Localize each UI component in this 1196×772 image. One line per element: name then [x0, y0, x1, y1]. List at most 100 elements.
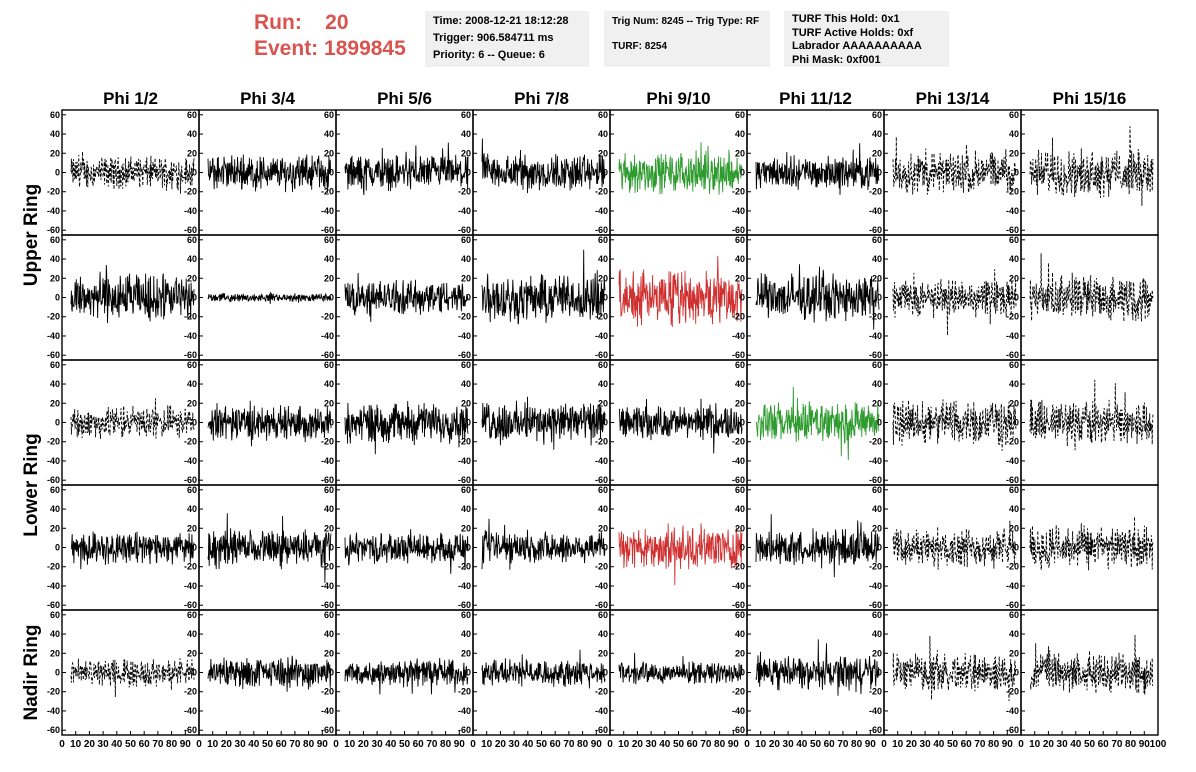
y-tick-label: 0	[55, 293, 60, 303]
x-tick-label: 80	[851, 739, 863, 750]
waveform-panel: -60 -40 -20 0 20 40 60	[184, 109, 337, 236]
waveform-trace	[892, 399, 1017, 451]
waveform-panel: -60 -40 -20 0 20 40 60	[732, 609, 885, 736]
y-tick-label: 0	[329, 418, 334, 428]
y-tick-label: 20	[598, 398, 608, 408]
x-tick-label: 50	[125, 739, 137, 750]
y-tick-label: 0	[877, 668, 882, 678]
y-tick-label: 0	[740, 543, 745, 553]
waveform-trace	[207, 513, 332, 583]
x-tick-label: 30	[98, 739, 110, 750]
y-tick-label: -40	[869, 706, 882, 716]
waveform-trace	[755, 264, 880, 330]
y-tick-label: 20	[461, 523, 471, 533]
y-tick-label: -20	[458, 687, 471, 697]
y-tick-label: -20	[458, 187, 471, 197]
y-tick-label: -40	[732, 706, 745, 716]
y-tick-label: -60	[869, 225, 882, 235]
y-tick-label: -60	[458, 600, 471, 610]
waveform-trace	[755, 386, 880, 461]
x-tick-label: 90	[1002, 739, 1014, 750]
y-tick-label: 40	[1009, 129, 1019, 139]
x-tick-label: 0	[607, 739, 613, 750]
y-tick-label: 20	[50, 523, 60, 533]
y-tick-label: -20	[47, 687, 60, 697]
y-tick-label: 40	[1009, 504, 1019, 514]
y-tick-label: 40	[1009, 629, 1019, 639]
y-tick-label: -20	[1006, 312, 1019, 322]
y-tick-label: 20	[735, 148, 745, 158]
y-tick-label: 0	[1014, 543, 1019, 553]
y-tick-label: -20	[184, 312, 197, 322]
waveform-panel: -60 -40 -20 0 20 40 60	[595, 109, 748, 236]
y-tick-label: 0	[1014, 293, 1019, 303]
y-tick-label: 40	[461, 129, 471, 139]
y-tick-label: -20	[732, 312, 745, 322]
y-tick-label: 40	[461, 379, 471, 389]
y-tick-label: 60	[1009, 110, 1019, 120]
y-tick-label: -60	[869, 350, 882, 360]
waveform-trace	[755, 514, 880, 578]
y-tick-label: 60	[872, 110, 882, 120]
waveform-trace	[70, 658, 195, 698]
waveform-trace	[344, 401, 469, 455]
y-tick-label: 40	[872, 379, 882, 389]
y-tick-label: -60	[321, 225, 334, 235]
y-tick-label: -20	[47, 562, 60, 572]
x-tick-label: 10	[481, 739, 493, 750]
y-tick-label: 0	[740, 418, 745, 428]
y-tick-label: 20	[50, 398, 60, 408]
column-header: Phi 13/14	[916, 89, 990, 108]
waveform-panel: -60 -40 -20 0 20 40 60	[321, 234, 474, 361]
x-tick-label: 10	[618, 739, 630, 750]
y-tick-label: -20	[595, 687, 608, 697]
y-tick-label: 40	[187, 129, 197, 139]
y-tick-label: -40	[321, 706, 334, 716]
y-tick-label: -60	[458, 350, 471, 360]
x-tick-label: 80	[166, 739, 178, 750]
y-tick-label: 0	[192, 293, 197, 303]
y-tick-label: -60	[184, 350, 197, 360]
y-tick-label: -60	[321, 600, 334, 610]
y-tick-label: 20	[1009, 148, 1019, 158]
y-tick-label: -60	[184, 600, 197, 610]
x-tick-label: 80	[1125, 739, 1137, 750]
y-tick-label: -60	[732, 475, 745, 485]
y-tick-label: 20	[735, 648, 745, 658]
y-tick-label: 60	[324, 610, 334, 620]
column-header: Phi 15/16	[1053, 89, 1127, 108]
x-tick-label: 20	[358, 739, 370, 750]
x-tick-label: 40	[111, 739, 123, 750]
y-tick-label: 20	[598, 648, 608, 658]
waveform-panel: -60 -40 -20 0 20 40 60	[47, 484, 200, 611]
y-tick-label: 0	[329, 293, 334, 303]
x-tick-label: 60	[276, 739, 288, 750]
trig-num-text: Trig Num: 8245 -- Trig Type: RF	[612, 16, 760, 27]
y-tick-label: 40	[735, 129, 745, 139]
x-tick-label: 0	[1018, 739, 1024, 750]
waveform-trace	[207, 154, 332, 193]
y-tick-label: -60	[595, 725, 608, 735]
y-tick-label: -40	[184, 331, 197, 341]
x-tick-label: 60	[139, 739, 151, 750]
y-tick-label: 0	[192, 543, 197, 553]
x-tick-label: 20	[769, 739, 781, 750]
y-tick-label: 60	[461, 485, 471, 495]
waveform-trace	[618, 142, 743, 195]
y-tick-label: -20	[458, 437, 471, 447]
y-tick-label: 60	[461, 610, 471, 620]
y-tick-label: -40	[184, 206, 197, 216]
x-tick-label: 0	[744, 739, 750, 750]
run-value: 20	[325, 11, 349, 34]
x-tick-label: 30	[646, 739, 658, 750]
column-header: Phi 11/12	[779, 89, 852, 108]
y-tick-label: 20	[598, 148, 608, 158]
y-tick-label: -40	[1006, 706, 1019, 716]
y-tick-label: 0	[55, 168, 60, 178]
waveform-panel: -60 -40 -20 0 20 40 60	[732, 359, 885, 486]
y-tick-label: 60	[598, 485, 608, 495]
y-tick-label: 60	[598, 110, 608, 120]
waveform-panel: -60 -40 -20 0 20 40 60	[869, 234, 1022, 361]
y-tick-label: 40	[50, 629, 60, 639]
x-tick-label: 20	[632, 739, 644, 750]
